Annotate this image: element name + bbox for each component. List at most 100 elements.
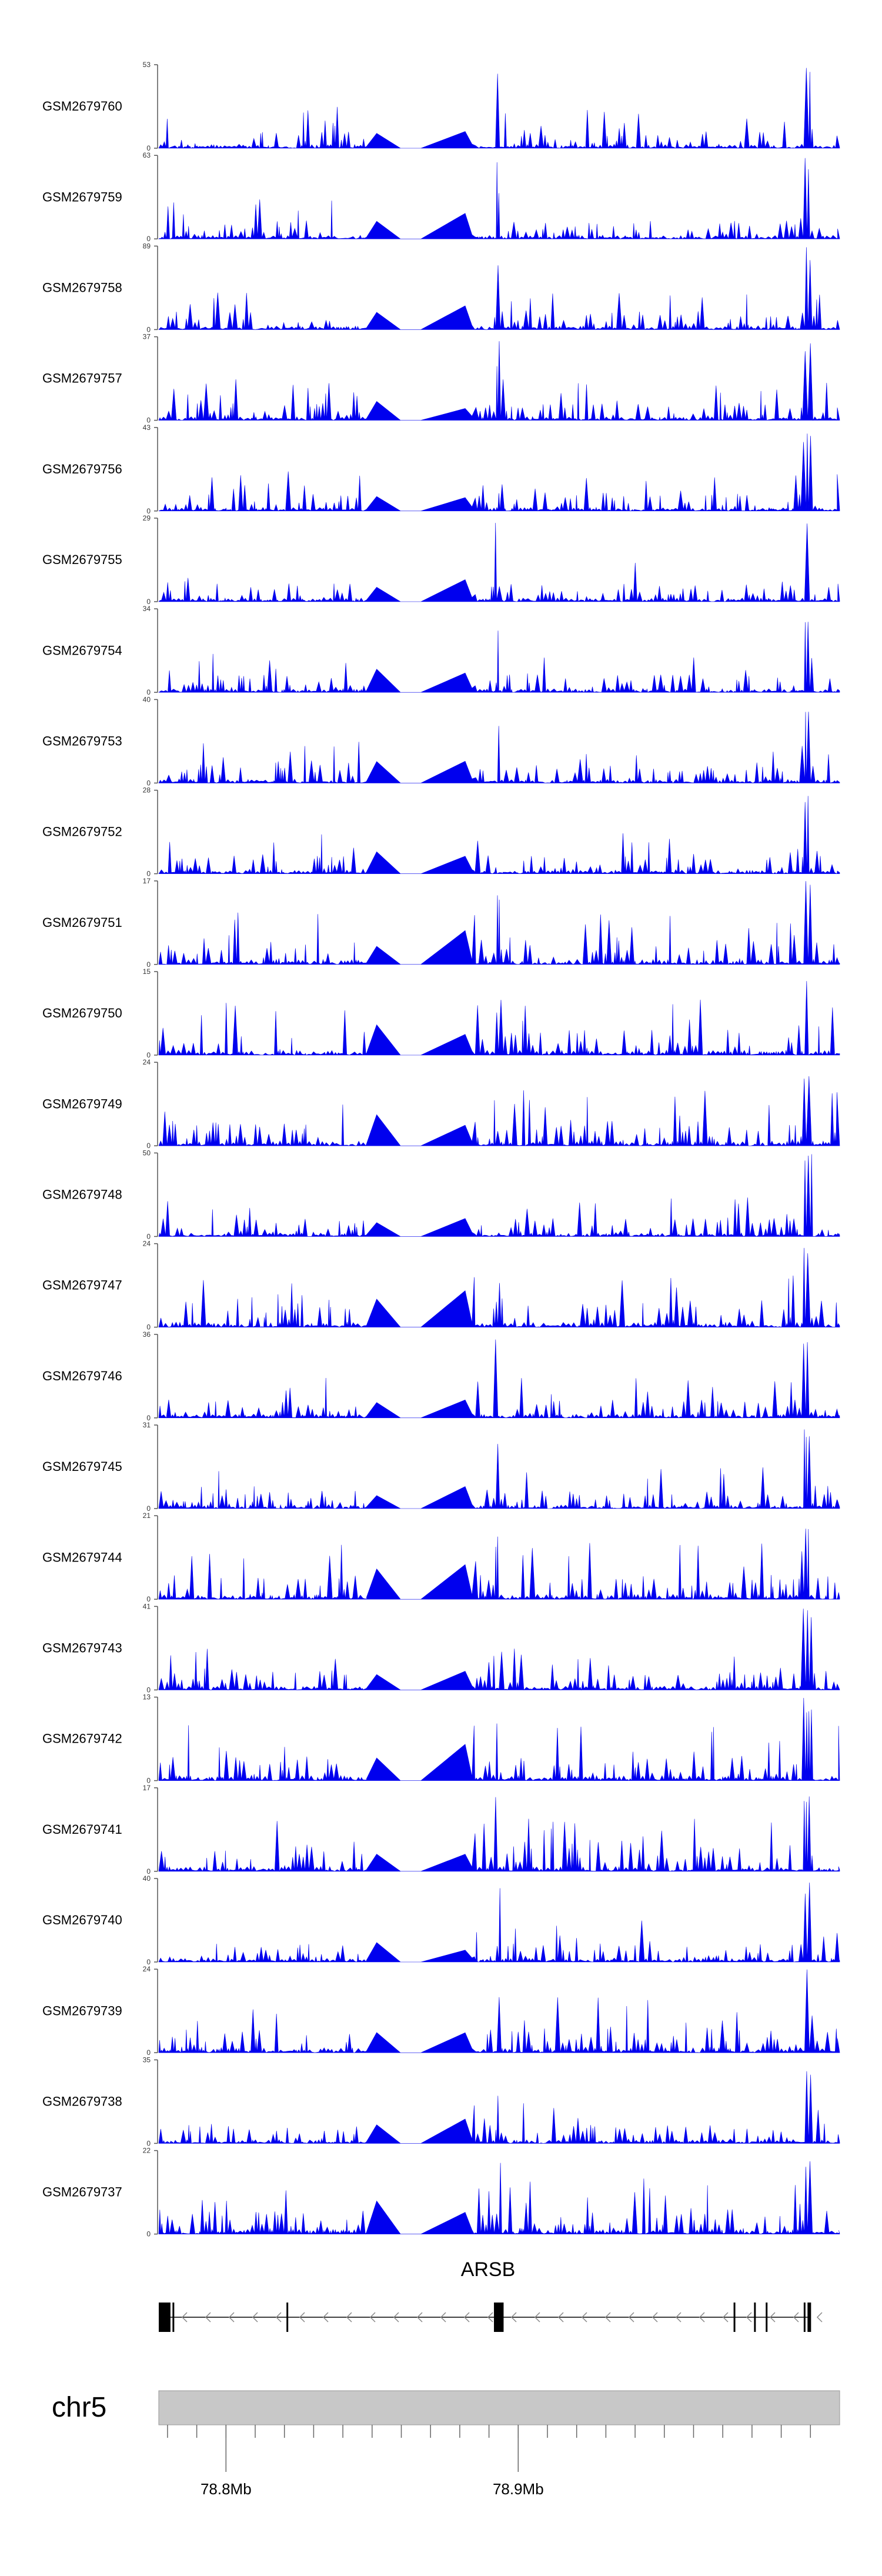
strand-arrow <box>816 2312 823 2323</box>
track-GSM2679760: GSM2679760 53 0 <box>42 61 840 152</box>
track-GSM2679740: GSM2679740 40 0 <box>42 1874 840 1966</box>
strand-arrow <box>440 2312 446 2323</box>
strand-arrow <box>252 2312 258 2323</box>
strand-arrow <box>793 2312 799 2323</box>
y-min-label: 0 <box>146 1777 151 1785</box>
y-max-label: 63 <box>143 151 151 159</box>
gene-exon-block <box>159 2303 171 2332</box>
y-min-label: 0 <box>146 1504 151 1513</box>
track-GSM2679744: GSM2679744 21 0 <box>42 1511 840 1603</box>
track-GSM2679746: GSM2679746 36 0 <box>42 1330 840 1422</box>
y-max-label: 89 <box>143 242 151 250</box>
y-min-label: 0 <box>146 235 151 243</box>
strand-arrow <box>557 2312 564 2323</box>
strand-arrow <box>534 2312 540 2323</box>
track-GSM2679742: GSM2679742 13 0 <box>42 1693 840 1785</box>
track-label: GSM2679740 <box>42 1913 122 1927</box>
coverage-area <box>158 68 840 149</box>
y-min-label: 0 <box>146 507 151 515</box>
strand-arrow <box>604 2312 611 2323</box>
track-label: GSM2679751 <box>42 915 122 930</box>
y-min-label: 0 <box>146 1323 151 1332</box>
y-max-label: 22 <box>143 2147 151 2155</box>
gene-exon-block <box>807 2303 811 2332</box>
strand-arrow <box>181 2312 188 2323</box>
y-min-label: 0 <box>146 1232 151 1240</box>
strand-arrow <box>346 2312 352 2323</box>
coverage-area <box>158 1697 840 1781</box>
track-label: GSM2679748 <box>42 1187 122 1202</box>
chromosome-label: chr5 <box>52 2392 106 2423</box>
track-label: GSM2679745 <box>42 1459 122 1474</box>
track-GSM2679737: GSM2679737 22 0 <box>42 2147 840 2238</box>
coverage-area <box>158 981 840 1056</box>
coverage-area <box>158 881 840 965</box>
track-label: GSM2679756 <box>42 462 122 476</box>
track-GSM2679751: GSM2679751 17 0 <box>42 877 840 969</box>
y-max-label: 28 <box>143 786 151 795</box>
strand-arrow <box>393 2312 399 2323</box>
track-label: GSM2679749 <box>42 1096 122 1111</box>
gene-exon <box>803 2303 806 2332</box>
track-label: GSM2679757 <box>42 371 122 386</box>
coverage-area <box>158 796 840 875</box>
track-GSM2679749: GSM2679749 24 0 <box>42 1058 840 1150</box>
track-label: GSM2679746 <box>42 1369 122 1383</box>
track-GSM2679750: GSM2679750 15 0 <box>42 967 840 1059</box>
track-GSM2679752: GSM2679752 28 0 <box>42 786 840 878</box>
y-max-label: 31 <box>143 1421 151 1429</box>
y-min-label: 0 <box>146 1686 151 1694</box>
strand-arrow <box>652 2312 658 2323</box>
track-GSM2679756: GSM2679756 43 0 <box>42 423 840 515</box>
strand-arrow <box>205 2312 211 2323</box>
y-min-label: 0 <box>146 2139 151 2147</box>
track-GSM2679757: GSM2679757 37 0 <box>42 333 840 425</box>
strand-arrow <box>722 2312 729 2323</box>
chromosome-axis: chr5 78.8Mb 78.9Mb <box>52 2390 840 2498</box>
track-label: GSM2679741 <box>42 1822 122 1837</box>
strand-arrow <box>675 2312 681 2323</box>
y-min-label: 0 <box>146 144 151 152</box>
strand-arrow <box>416 2312 423 2323</box>
track-GSM2679759: GSM2679759 63 0 <box>42 151 840 243</box>
y-max-label: 41 <box>143 1602 151 1610</box>
track-GSM2679738: GSM2679738 35 0 <box>42 2056 840 2147</box>
gene-exon <box>733 2303 736 2332</box>
coverage-area <box>158 712 840 784</box>
y-max-label: 17 <box>143 877 151 885</box>
y-max-label: 13 <box>143 1693 151 1701</box>
y-min-label: 0 <box>146 325 151 333</box>
track-GSM2679745: GSM2679745 31 0 <box>42 1421 840 1513</box>
track-GSM2679747: GSM2679747 24 0 <box>42 1240 840 1332</box>
strand-arrow <box>369 2312 376 2323</box>
track-GSM2679741: GSM2679741 17 0 <box>42 1784 840 1876</box>
track-GSM2679753: GSM2679753 40 0 <box>42 695 840 787</box>
coverage-area <box>158 1796 840 1872</box>
y-min-label: 0 <box>146 1142 151 1150</box>
y-max-label: 43 <box>143 423 151 432</box>
gene-exon <box>766 2303 768 2332</box>
track-label: GSM2679758 <box>42 281 122 295</box>
y-max-label: 40 <box>143 695 151 703</box>
track-GSM2679743: GSM2679743 41 0 <box>42 1602 840 1694</box>
track-label: GSM2679738 <box>42 2094 122 2109</box>
coverage-area <box>158 1339 840 1419</box>
track-GSM2679754: GSM2679754 34 0 <box>42 605 840 696</box>
track-GSM2679758: GSM2679758 89 0 <box>42 242 840 333</box>
track-label: GSM2679755 <box>42 552 122 567</box>
gene-name: ARSB <box>461 2258 516 2281</box>
track-GSM2679748: GSM2679748 50 0 <box>42 1149 840 1240</box>
track-label: GSM2679739 <box>42 2003 122 2018</box>
track-label: GSM2679754 <box>42 643 122 658</box>
y-max-label: 36 <box>143 1330 151 1339</box>
track-label: GSM2679737 <box>42 2185 122 2200</box>
coverage-area <box>158 247 840 331</box>
coverage-area <box>158 1969 840 2054</box>
coverage-tracks: GSM2679760530GSM2679759630GSM2679758890G… <box>42 61 840 2238</box>
y-max-label: 24 <box>143 1058 151 1066</box>
y-min-label: 0 <box>146 1051 151 1059</box>
strand-arrow <box>463 2312 470 2323</box>
y-min-label: 0 <box>146 598 151 606</box>
y-min-label: 0 <box>146 870 151 878</box>
